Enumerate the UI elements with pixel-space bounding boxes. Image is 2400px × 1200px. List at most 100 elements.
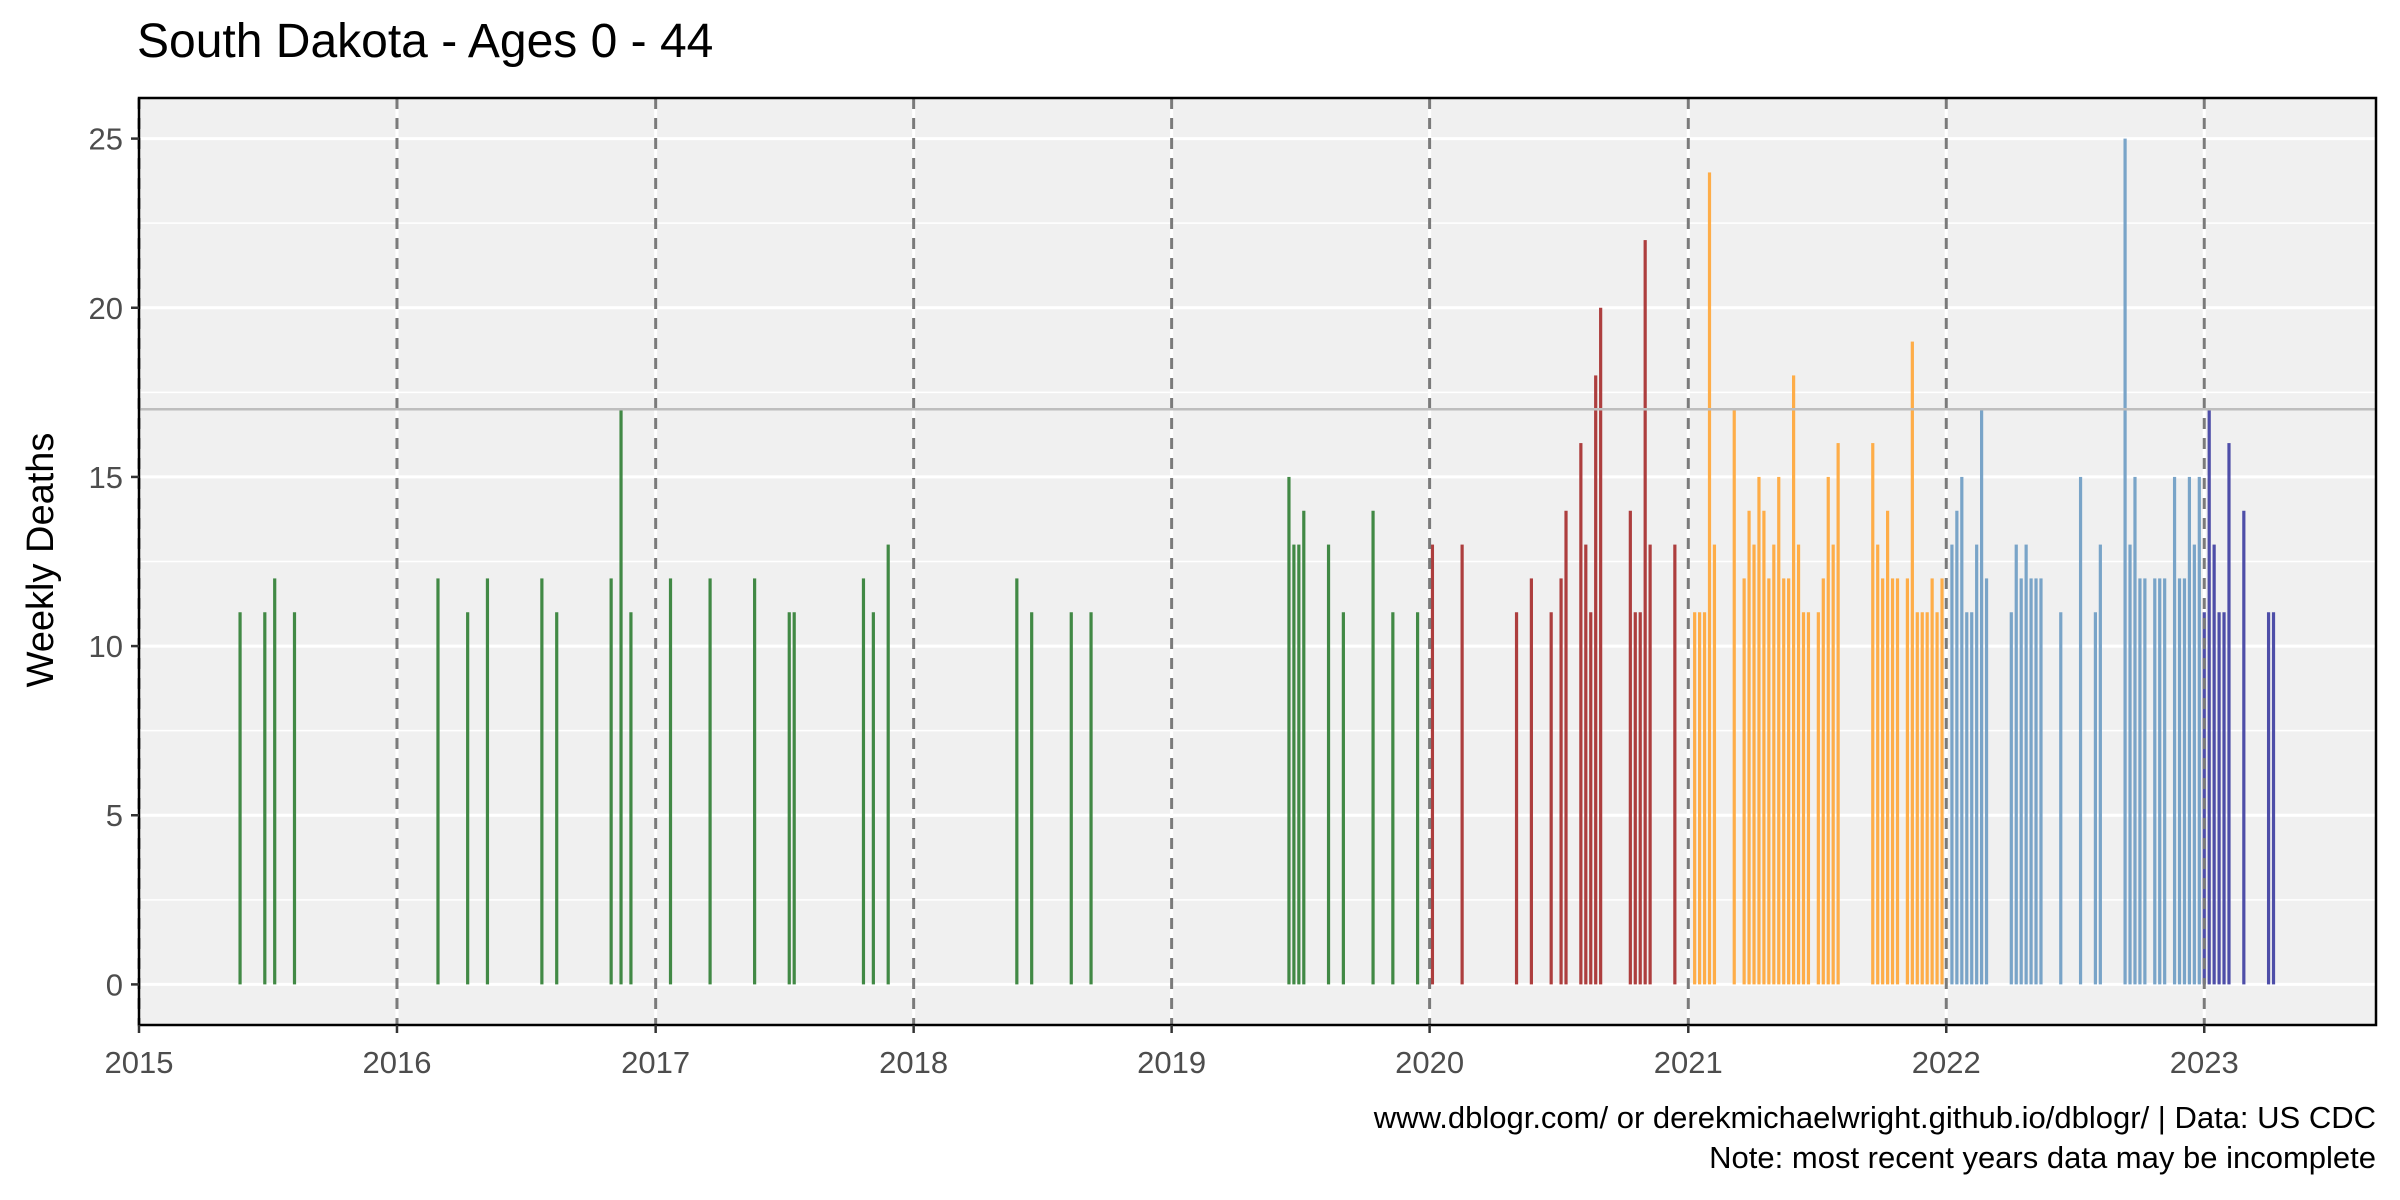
bar [1643, 240, 1647, 985]
bar [708, 578, 712, 985]
bar [1767, 578, 1771, 985]
bar [485, 578, 490, 985]
bar [1980, 409, 1984, 985]
bar [436, 578, 440, 985]
y-axis: 0 5 10 15 20 25 [89, 122, 139, 1002]
bar [1935, 612, 1939, 985]
bar [1836, 443, 1840, 985]
bar [238, 612, 242, 985]
x-axis: 2015 2016 2017 2018 2019 2020 2021 2022 2023 [105, 1025, 2239, 1080]
bar [1792, 375, 1796, 985]
bar [2182, 578, 2187, 985]
bar [1806, 612, 1811, 985]
bar [2039, 578, 2043, 985]
bar [2207, 409, 2211, 985]
bar [619, 409, 623, 985]
bar [1341, 612, 1345, 985]
bar [886, 544, 890, 985]
bar [1742, 578, 1746, 985]
x-tick-label: 2020 [1395, 1045, 1464, 1080]
x-tick-label: 2023 [2170, 1045, 2239, 1080]
bar [1529, 578, 1533, 985]
bar [1772, 544, 1776, 985]
bar [2133, 476, 2137, 985]
bar [2153, 578, 2157, 985]
bar [2019, 578, 2023, 985]
bar [1920, 612, 1924, 985]
bar [2212, 544, 2216, 985]
bar [1970, 612, 1974, 985]
bar [1549, 612, 1553, 985]
bar [1955, 510, 1959, 985]
bar [1297, 544, 1301, 985]
bar [871, 612, 875, 985]
bar [466, 612, 470, 985]
bar [1302, 510, 1306, 985]
bar [1712, 544, 1717, 985]
y-tick-label: 25 [89, 122, 123, 157]
y-tick-label: 15 [89, 460, 123, 495]
bar [1925, 612, 1929, 985]
bar [1905, 578, 1909, 985]
bar [1594, 375, 1598, 985]
bar [2059, 612, 2063, 985]
y-tick-label: 5 [106, 798, 123, 833]
bar [1589, 612, 1593, 985]
panel-border [137, 96, 2378, 1027]
bar [1895, 578, 1900, 985]
bar [2143, 578, 2147, 985]
x-tick-label: 2017 [621, 1045, 690, 1080]
bar [2192, 544, 2196, 985]
bar [1796, 544, 1801, 985]
bar [1628, 510, 1632, 985]
x-tick-label: 2019 [1137, 1045, 1206, 1080]
bar [1826, 476, 1830, 985]
bar [1030, 612, 1034, 985]
chart-title: South Dakota - Ages 0 - 44 [137, 15, 713, 68]
bar [2078, 476, 2083, 985]
x-tick-label: 2015 [105, 1045, 174, 1080]
bar [2217, 612, 2221, 985]
bar [1391, 612, 1395, 985]
caption-note: Note: most recent years data may be inco… [1709, 1140, 2376, 1175]
bar [1673, 544, 1677, 985]
bar [1801, 612, 1806, 985]
bar [2227, 443, 2231, 985]
bar [2024, 544, 2028, 985]
x-tick-label: 2016 [362, 1045, 431, 1080]
y-tick-label: 20 [89, 291, 123, 326]
bar [1564, 510, 1568, 985]
bar [1821, 578, 1825, 985]
bar [1752, 544, 1756, 985]
bar [792, 612, 796, 985]
bar [1732, 409, 1736, 985]
bar [1975, 544, 1979, 985]
bar [1292, 544, 1296, 985]
y-tick-label: 10 [89, 629, 123, 664]
bar [1871, 443, 1875, 985]
bar [1876, 544, 1880, 985]
bar [1648, 544, 1652, 985]
plot-frame [137, 96, 2378, 1027]
bar [1326, 544, 1331, 985]
bar [292, 612, 297, 985]
bar [263, 612, 267, 985]
bar [1697, 612, 1702, 985]
bar [540, 578, 544, 985]
bar [2034, 578, 2038, 985]
bar [1881, 578, 1885, 985]
bar [1915, 612, 1919, 985]
bar [629, 612, 633, 985]
bar [1371, 510, 1375, 985]
bar [1930, 578, 1934, 985]
bar [668, 578, 673, 985]
bar [2158, 578, 2162, 985]
bar [1638, 612, 1642, 985]
bar [1950, 544, 1954, 985]
bar [861, 578, 866, 985]
bar [2029, 578, 2033, 985]
y-axis-title: Weekly Deaths [20, 433, 62, 688]
bar [1514, 612, 1519, 985]
bar [1886, 510, 1890, 985]
